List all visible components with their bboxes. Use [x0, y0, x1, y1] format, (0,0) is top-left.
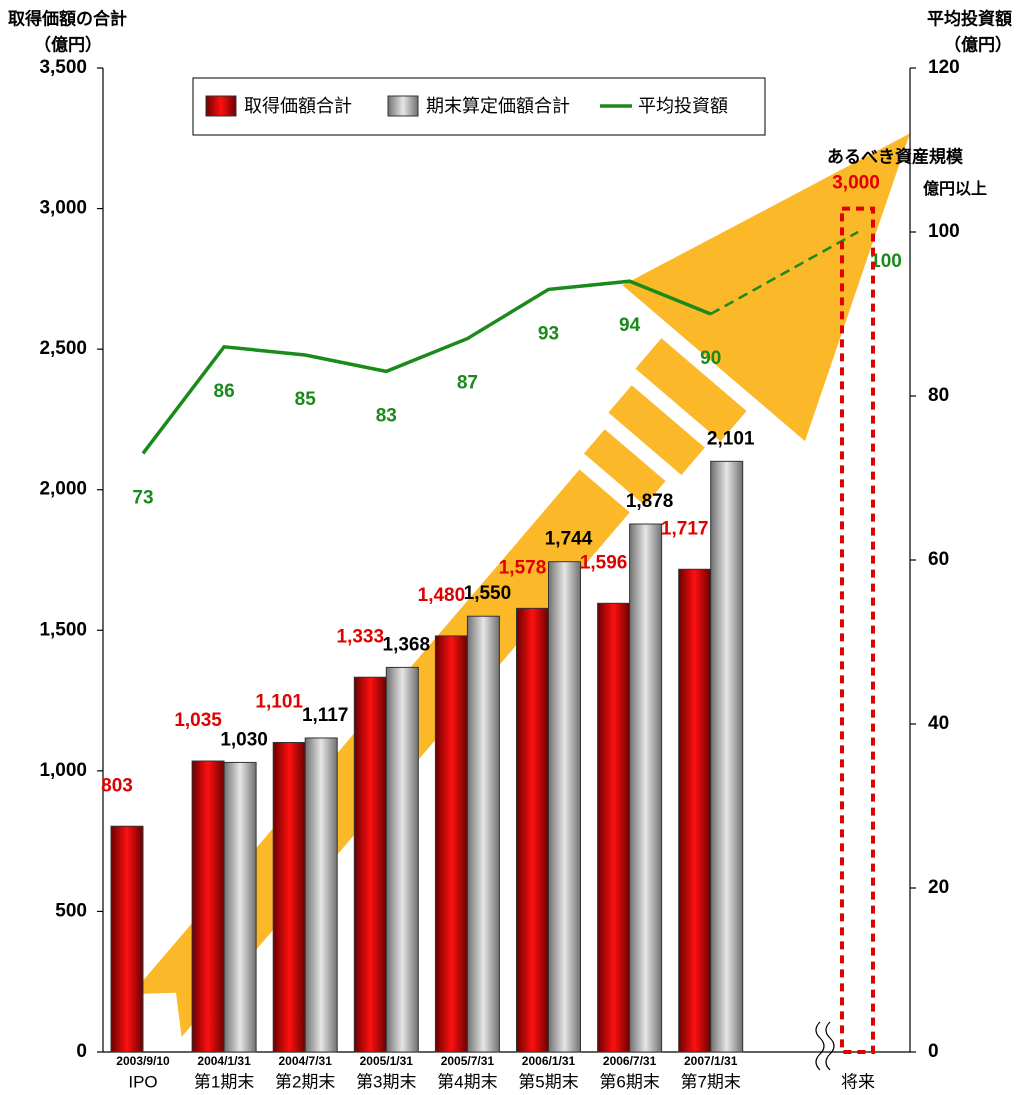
target-value-label: 3,000 — [832, 173, 880, 194]
x-tick-label: 第4期末 — [437, 1072, 497, 1091]
bar-value-label: 1,596 — [580, 552, 628, 573]
y2-tick-label: 120 — [928, 57, 960, 78]
y-tick-label: 2,000 — [39, 479, 87, 500]
bar-value-label: 1,333 — [337, 626, 385, 647]
bar — [597, 602, 631, 1053]
bar — [272, 741, 306, 1053]
line-value-label: 100 — [870, 251, 902, 272]
x-tick-label: 将来 — [841, 1072, 875, 1091]
y-tick-label: 3,500 — [39, 57, 87, 78]
y2-tick-label: 0 — [928, 1041, 939, 1062]
legend-swatch — [387, 95, 419, 117]
y2-axis-unit: （億円） — [944, 34, 1012, 54]
bar — [548, 561, 581, 1053]
y-tick-label: 1,000 — [39, 760, 87, 781]
arrow-stripe — [608, 385, 705, 475]
x-tick-label: 第7期末 — [680, 1072, 740, 1091]
break-mark — [825, 1021, 835, 1071]
x-date-label: 2004/1/31 — [197, 1054, 251, 1068]
bar-value-label: 1,878 — [626, 491, 674, 512]
bar — [678, 568, 712, 1053]
line-projection — [710, 230, 859, 316]
line — [141, 279, 712, 455]
bar-value-label: 1,578 — [499, 557, 547, 578]
bar — [434, 635, 468, 1053]
x-date-label: 2004/7/31 — [279, 1054, 333, 1068]
x-tick-label: IPO — [128, 1072, 157, 1091]
bar-value-label: 1,717 — [661, 518, 709, 539]
y-tick-label: 500 — [55, 900, 87, 921]
bar — [466, 615, 500, 1053]
bar-value-label: 1,480 — [418, 585, 466, 606]
bar-value-label: 1,550 — [464, 583, 512, 604]
break-mark — [815, 1021, 825, 1071]
x-tick-label: 第2期末 — [275, 1072, 335, 1091]
legend-box — [192, 77, 766, 136]
bar-value-label: 1,744 — [545, 529, 593, 550]
bar — [385, 666, 419, 1053]
arrow-head — [622, 133, 910, 442]
y2-tick-label: 20 — [928, 877, 949, 898]
y2-axis-title: 平均投資額 — [927, 8, 1012, 28]
target-range — [840, 206, 875, 1055]
y2-tick-label: 80 — [928, 385, 949, 406]
x-tick-label: 第1期末 — [194, 1072, 254, 1091]
x-date-label: 2006/1/31 — [522, 1054, 576, 1068]
bar — [629, 523, 663, 1053]
bar — [110, 825, 144, 1053]
bar — [516, 607, 549, 1053]
line-value-label: 73 — [132, 487, 153, 508]
x-tick-label: 第5期末 — [518, 1072, 578, 1091]
axis-break — [815, 1021, 835, 1071]
y-tick-label: 2,500 — [39, 338, 87, 359]
line-value-label: 90 — [700, 348, 721, 369]
bar-value-label: 803 — [101, 775, 133, 796]
line-value-label: 94 — [619, 315, 641, 336]
bar — [223, 761, 257, 1053]
y-axis-unit: （億円） — [34, 34, 102, 54]
y2-tick-label: 100 — [928, 221, 960, 242]
y-tick-label: 1,500 — [39, 619, 87, 640]
bar-value-label: 1,030 — [220, 729, 268, 750]
x-date-label: 2005/1/31 — [360, 1054, 414, 1068]
bar-value-label: 2,101 — [707, 428, 755, 449]
line-value-label: 87 — [457, 373, 478, 394]
x-tick-label: 第3期末 — [356, 1072, 416, 1091]
bar — [304, 737, 338, 1053]
x-tick-label: 第6期末 — [599, 1072, 659, 1091]
legend-label: 期末算定価額合計 — [426, 96, 570, 116]
bar-value-label: 1,368 — [383, 634, 431, 655]
arrow-stripe — [583, 429, 666, 506]
line-value-label: 93 — [538, 323, 559, 344]
target-label: あるべき資産規模 — [827, 146, 964, 166]
bar — [353, 676, 387, 1053]
x-date-label: 2006/7/31 — [603, 1054, 657, 1068]
arrow-stripe — [635, 338, 747, 442]
x-date-label: 2007/1/31 — [684, 1054, 738, 1068]
target-unit: 億円以上 — [923, 179, 987, 198]
bar-value-label: 1,101 — [255, 691, 303, 712]
bar-value-label: 1,035 — [174, 710, 222, 731]
y2-tick-label: 60 — [928, 549, 949, 570]
y-axis-title: 取得価額の合計 — [8, 8, 127, 28]
legend-label: 平均投資額 — [638, 96, 728, 116]
bar — [710, 460, 744, 1053]
y-tick-label: 3,000 — [39, 198, 87, 219]
legend-swatch — [205, 95, 237, 117]
y2-tick-label: 40 — [928, 713, 949, 734]
bar-value-label: 1,117 — [302, 705, 349, 726]
line-value-label: 86 — [214, 381, 235, 402]
x-date-label: 2005/7/31 — [441, 1054, 495, 1068]
bar — [191, 760, 225, 1053]
y-tick-label: 0 — [76, 1041, 87, 1062]
x-date-label: 2003/9/10 — [116, 1054, 170, 1068]
line-value-label: 85 — [295, 389, 317, 410]
line-value-label: 83 — [376, 405, 397, 426]
legend-label: 取得価額合計 — [244, 96, 352, 116]
